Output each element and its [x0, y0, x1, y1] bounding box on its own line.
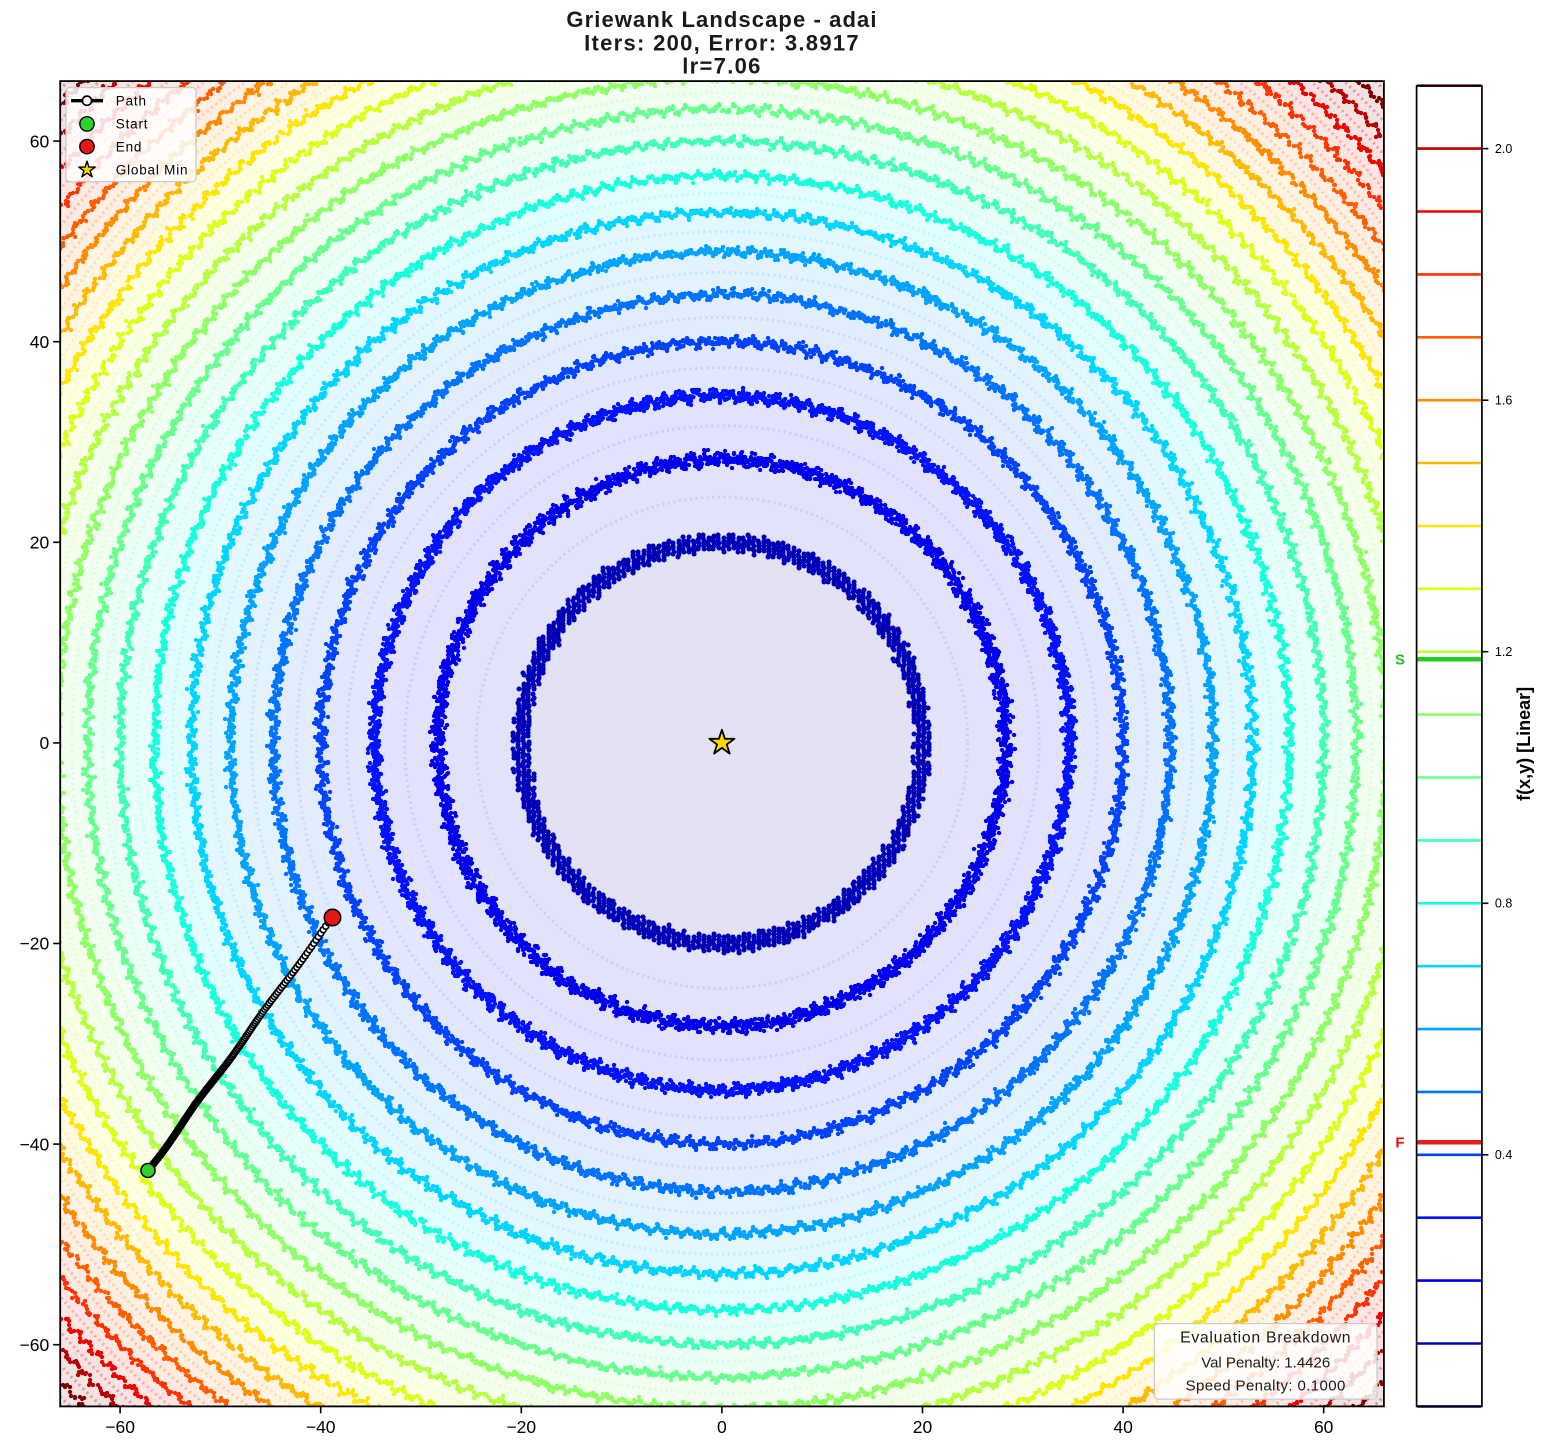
svg-text:Speed Penalty: 0.1000: Speed Penalty: 0.1000	[1186, 1378, 1346, 1395]
svg-text:lr=7.06: lr=7.06	[682, 54, 761, 79]
svg-text:60: 60	[1314, 1417, 1334, 1437]
svg-text:0.8: 0.8	[1495, 897, 1512, 911]
svg-text:S: S	[1395, 651, 1405, 668]
svg-text:Evaluation Breakdown: Evaluation Breakdown	[1180, 1330, 1351, 1347]
svg-text:0.4: 0.4	[1495, 1148, 1512, 1162]
svg-text:40: 40	[30, 332, 50, 352]
svg-text:2.0: 2.0	[1495, 142, 1512, 156]
svg-text:1.6: 1.6	[1495, 394, 1512, 408]
svg-text:Iters: 200, Error: 3.8917: Iters: 200, Error: 3.8917	[584, 31, 860, 56]
svg-text:−20: −20	[506, 1417, 536, 1437]
svg-text:End: End	[116, 139, 142, 154]
svg-text:0: 0	[39, 733, 49, 753]
svg-text:1.2: 1.2	[1495, 645, 1512, 659]
svg-text:20: 20	[913, 1417, 933, 1437]
svg-text:60: 60	[30, 131, 50, 151]
svg-text:40: 40	[1113, 1417, 1133, 1437]
svg-text:Path: Path	[116, 94, 147, 109]
svg-text:−60: −60	[105, 1417, 135, 1437]
svg-text:−40: −40	[306, 1417, 336, 1437]
svg-text:0: 0	[717, 1417, 727, 1437]
svg-text:Griewank Landscape - adai: Griewank Landscape - adai	[566, 7, 877, 32]
svg-text:Global Min: Global Min	[116, 163, 189, 178]
svg-text:f(x,y) [Linear]: f(x,y) [Linear]	[1514, 687, 1534, 801]
svg-text:−20: −20	[20, 934, 50, 954]
svg-text:20: 20	[30, 533, 50, 553]
svg-text:Val Penalty: 1.4426: Val Penalty: 1.4426	[1201, 1355, 1330, 1372]
svg-text:−40: −40	[20, 1134, 50, 1154]
svg-text:F: F	[1395, 1134, 1404, 1151]
svg-text:Start: Start	[116, 117, 149, 132]
svg-text:−60: −60	[20, 1335, 50, 1355]
